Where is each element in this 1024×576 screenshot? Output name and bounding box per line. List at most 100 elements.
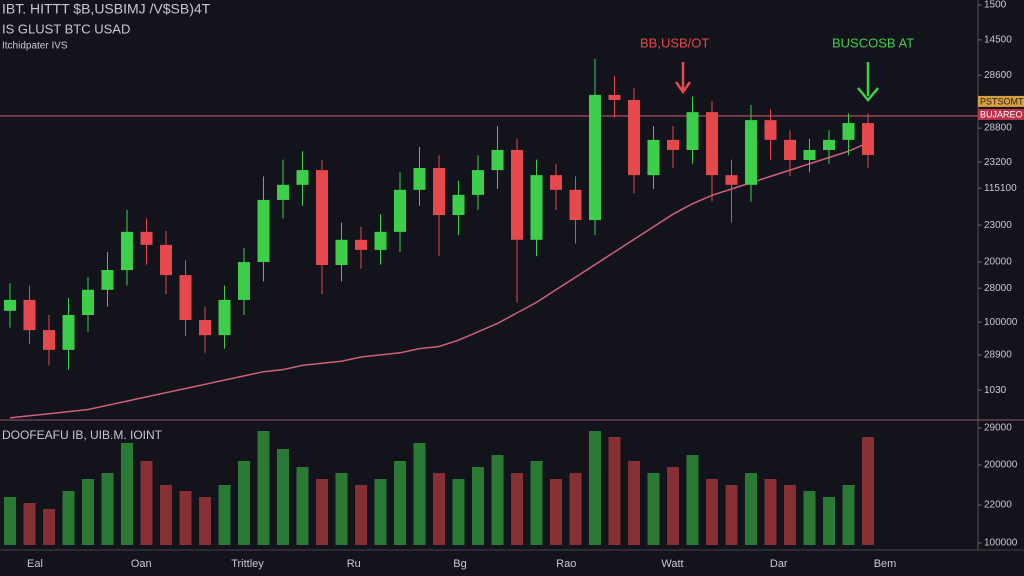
- volume-tick-label: 100000: [984, 538, 1018, 549]
- x-tick-label: Dar: [770, 558, 788, 570]
- volume-bar: [140, 461, 153, 545]
- volume-bar: [82, 479, 94, 545]
- candle-body: [823, 139, 835, 150]
- candle-body: [394, 189, 406, 232]
- volume-bar: [257, 431, 270, 545]
- candle-body: [82, 289, 94, 315]
- volume-bar: [569, 473, 582, 545]
- volume-bar: [199, 497, 211, 545]
- volume-bar: [43, 509, 55, 545]
- y-tick-label: 23000: [984, 220, 1012, 231]
- candle-body: [43, 330, 55, 350]
- price-label: PSTSOMTE: [980, 96, 1024, 106]
- buy-arrow: [857, 62, 879, 102]
- volume-bar: [335, 473, 348, 545]
- volume-bar: [491, 455, 504, 545]
- volume-bar: [628, 461, 640, 545]
- volume-bar: [277, 449, 289, 545]
- candle-body: [803, 149, 816, 161]
- candle-body: [199, 320, 211, 336]
- volume-bar: [550, 479, 562, 545]
- candle-body: [589, 94, 601, 221]
- volume-bar: [608, 437, 621, 545]
- volume-bar: [511, 473, 523, 545]
- y-tick-label: 1030: [984, 385, 1007, 396]
- volume-bar: [452, 479, 465, 545]
- volume-bar: [4, 497, 16, 545]
- x-tick-label: Watt: [661, 558, 683, 570]
- volume-bar: [725, 485, 738, 545]
- y-tick-label: 100000: [984, 317, 1018, 328]
- volume-bar: [842, 485, 855, 545]
- y-tick-label: 28600: [984, 70, 1012, 81]
- candle-body: [335, 239, 348, 266]
- candle-body: [452, 194, 465, 216]
- volume-tick-label: 200000: [984, 460, 1018, 471]
- y-tick-label: 20000: [984, 257, 1012, 268]
- volume-bar: [589, 431, 601, 545]
- candle-body: [257, 199, 270, 263]
- candle-body: [413, 168, 426, 190]
- volume-bar: [316, 479, 328, 545]
- candle-body: [179, 275, 192, 321]
- y-tick-label: 23200: [984, 157, 1012, 168]
- candle-body: [686, 112, 699, 150]
- x-tick-label: Oan: [131, 558, 152, 570]
- candle-body: [706, 112, 718, 176]
- volume-bar: [238, 461, 250, 545]
- candle-body: [23, 299, 36, 331]
- moving-average: [9, 142, 869, 419]
- volume-bar: [803, 491, 816, 545]
- x-tick-label: Trittley: [231, 558, 264, 570]
- volume-bar: [374, 479, 387, 545]
- x-tick-label: Bem: [874, 558, 897, 570]
- volume-bar: [472, 467, 484, 545]
- y-tick-label: 115100: [984, 183, 1017, 194]
- candle-body: [511, 149, 523, 240]
- x-tick-label: Ru: [347, 558, 361, 570]
- annotation: BUSCOSB AT: [832, 35, 914, 50]
- volume-bar: [101, 473, 114, 545]
- volume-bar: [862, 437, 874, 545]
- x-tick-label: Rao: [556, 558, 576, 570]
- y-tick-label: 28000: [984, 283, 1012, 294]
- candle-body: [784, 139, 796, 161]
- candle-body: [277, 184, 289, 200]
- volume-bar: [62, 491, 75, 545]
- candle-body: [218, 299, 231, 336]
- candle-body: [491, 149, 504, 171]
- y-tick-label: 28900: [984, 350, 1012, 361]
- volume-bar: [23, 503, 36, 545]
- candle-body: [764, 120, 777, 140]
- candle-body: [296, 170, 309, 185]
- volume-bar: [764, 479, 777, 545]
- volume-bar: [218, 485, 231, 545]
- volume-label: DOOFEAFU IB, UIB.M. IOINT: [2, 428, 163, 442]
- candle-body: [725, 175, 738, 185]
- chart-title: IBT. HITTT $B,USBIMJ /V$SB)4T: [2, 1, 211, 17]
- candle-body: [472, 170, 484, 195]
- candle-body: [160, 244, 172, 276]
- volume-bar: [647, 473, 660, 545]
- chart-caption: Itchidpater IVS: [2, 41, 68, 52]
- candle-body: [530, 175, 543, 240]
- candle-body: [569, 189, 582, 221]
- volume-bar: [784, 485, 796, 545]
- candle-body: [4, 299, 16, 311]
- candle-body: [862, 123, 874, 155]
- y-tick-label: 1500: [984, 0, 1007, 11]
- volume-bar: [823, 497, 835, 545]
- price-badge-box: [978, 108, 1024, 120]
- price-badge: BUJAREO: [980, 109, 1023, 119]
- volume-bar: [706, 479, 718, 545]
- volume-bar: [413, 443, 426, 545]
- candle-body: [667, 139, 679, 150]
- candle-body: [374, 231, 387, 250]
- volume-bar: [530, 461, 543, 545]
- candle-body: [550, 175, 562, 190]
- candle-body: [121, 231, 133, 271]
- y-tick-label: 28800: [984, 123, 1012, 134]
- candle-body: [238, 262, 250, 300]
- candle-body: [355, 239, 367, 250]
